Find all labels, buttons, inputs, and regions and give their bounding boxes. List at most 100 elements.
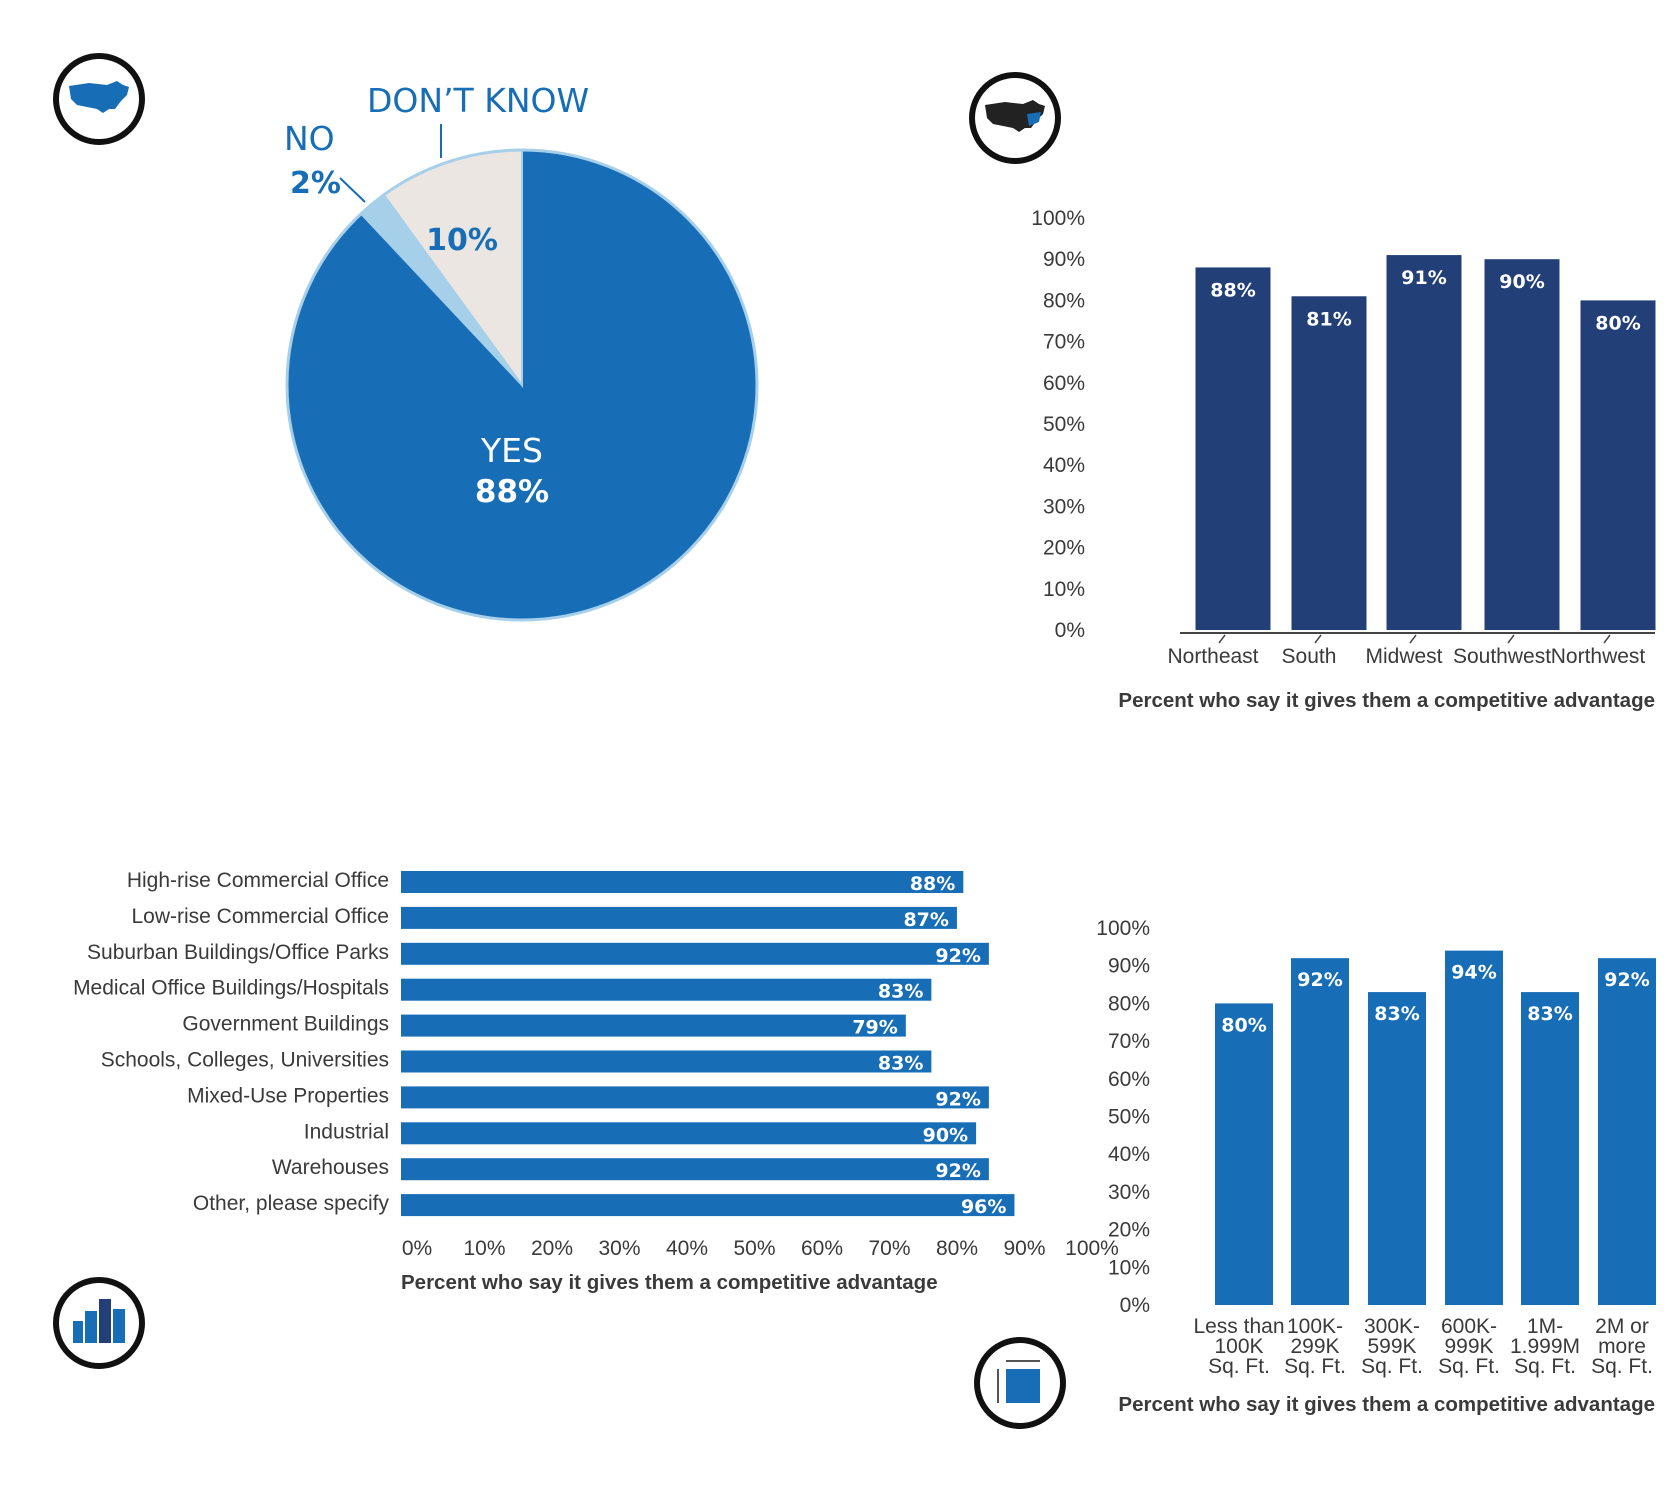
y-category-label: Suburban Buildings/Office Parks	[87, 941, 389, 964]
pie-leader-no	[339, 177, 366, 203]
bar	[1580, 300, 1656, 630]
pie-label-yes: YES	[480, 431, 543, 470]
y-tick-label: 70%	[1043, 331, 1085, 354]
bar	[1521, 992, 1579, 1305]
building-size-bar-chart: 0% 10% 20% 30% 40% 50% 60% 70% 80% 90% 100% 80% Less…	[1096, 917, 1656, 1416]
x-category-label: Southwest	[1453, 645, 1551, 668]
x-tick-mark	[1409, 634, 1417, 644]
bar-value-label: 88%	[1210, 279, 1255, 301]
bar	[1291, 958, 1349, 1305]
bar	[401, 1050, 932, 1073]
pie-label-no: NO	[284, 119, 335, 158]
bar	[1484, 259, 1560, 630]
bar-value-label: 80%	[1221, 1014, 1266, 1036]
y-category-label: Mixed-Use Properties	[187, 1084, 389, 1107]
x-category-label: Sq. Ft.	[1514, 1355, 1576, 1378]
bar	[401, 1086, 989, 1109]
x-axis-title: Percent who say it gives them a competit…	[401, 1271, 938, 1294]
x-category-label: Northeast	[1167, 645, 1258, 668]
bar-value-label: 83%	[878, 1053, 923, 1075]
x-category-label: Sq. Ft.	[1591, 1355, 1653, 1378]
x-tick-label: 80%	[936, 1237, 978, 1260]
y-tick-label: 20%	[1043, 537, 1085, 560]
pie-label-dont-know: DON’T KNOW	[367, 81, 589, 120]
x-category-label: Sq. Ft.	[1438, 1355, 1500, 1378]
pie-value-dont-know: 10%	[426, 223, 498, 258]
x-category-label: 1M-	[1527, 1315, 1563, 1338]
x-category-label: 599K	[1367, 1335, 1416, 1358]
bar	[401, 1158, 989, 1181]
y-tick-label: 60%	[1043, 372, 1085, 395]
y-category-label: Industrial	[304, 1120, 389, 1143]
pie-chart: YES 88% NO 2% DON’T KNOW 10%	[284, 81, 759, 622]
bar-value-label: 83%	[1374, 1003, 1419, 1025]
bar-value-label: 87%	[903, 909, 948, 931]
x-tick-label: 20%	[531, 1237, 573, 1260]
pie-value-yes: 88%	[475, 474, 549, 510]
x-tick-mark	[1507, 634, 1515, 644]
x-axis-title: Percent who say it gives them a competit…	[1118, 1393, 1655, 1416]
us-map-icon	[53, 53, 145, 145]
bar-value-label: 96%	[961, 1196, 1006, 1218]
y-category-label: Medical Office Buildings/Hospitals	[73, 977, 389, 1000]
x-tick-label: 0%	[402, 1237, 432, 1260]
y-category-label: High-rise Commercial Office	[127, 869, 389, 892]
x-tick-label: 70%	[868, 1237, 910, 1260]
x-tick-label: 40%	[666, 1237, 708, 1260]
y-tick-label: 80%	[1043, 289, 1085, 312]
x-category-label: 2M or	[1595, 1315, 1649, 1338]
y-category-label: Warehouses	[272, 1156, 389, 1179]
x-category-label: Northwest	[1551, 645, 1646, 668]
x-category-label: Midwest	[1365, 645, 1442, 668]
region-bar-chart: 0% 10% 20% 30% 40% 50% 60% 70% 80% 90% 100% 88% Nort…	[1031, 207, 1656, 712]
bar	[401, 942, 989, 965]
pie-value-no: 2%	[290, 166, 341, 201]
y-tick-label: 70%	[1108, 1030, 1150, 1053]
y-tick-label: 40%	[1043, 454, 1085, 477]
x-axis-title: Percent who say it gives them a competit…	[1118, 689, 1655, 712]
y-tick-label: 100%	[1031, 207, 1085, 230]
y-tick-label: 50%	[1043, 413, 1085, 436]
y-tick-label: 10%	[1043, 578, 1085, 601]
y-tick-label: 10%	[1108, 1256, 1150, 1279]
bar-value-label: 92%	[1604, 969, 1649, 991]
bar	[1291, 296, 1367, 630]
bar-value-label: 88%	[910, 873, 955, 895]
bar-value-label: 92%	[935, 945, 980, 967]
y-tick-label: 90%	[1108, 955, 1150, 978]
x-category-label: 600K-	[1441, 1315, 1497, 1338]
x-category-label: South	[1282, 645, 1337, 668]
bar	[1598, 958, 1656, 1305]
x-category-label: 100K-	[1287, 1315, 1343, 1338]
bar	[1195, 267, 1271, 630]
bar-value-label: 92%	[1297, 969, 1342, 991]
x-tick-label: 90%	[1003, 1237, 1045, 1260]
x-tick-label: 30%	[598, 1237, 640, 1260]
bar-value-label: 92%	[935, 1160, 980, 1182]
x-tick-label: 60%	[801, 1237, 843, 1260]
y-tick-label: 50%	[1108, 1106, 1150, 1129]
y-category-label: Other, please specify	[193, 1192, 390, 1215]
x-category-label: Less than	[1193, 1315, 1284, 1338]
x-category-label: 999K	[1444, 1335, 1493, 1358]
bar-value-label: 91%	[1401, 267, 1446, 289]
y-tick-label: 80%	[1108, 992, 1150, 1015]
x-category-label: Sq. Ft.	[1361, 1355, 1423, 1378]
us-map-dark-icon	[969, 72, 1061, 164]
pie-outline	[285, 148, 759, 622]
y-tick-label: 40%	[1108, 1143, 1150, 1166]
x-category-label: 100K	[1214, 1335, 1263, 1358]
bar-value-label: 83%	[878, 981, 923, 1003]
bar	[1215, 1003, 1273, 1305]
bar	[1368, 992, 1426, 1305]
x-category-label: 300K-	[1364, 1315, 1420, 1338]
x-tick-mark	[1603, 634, 1611, 644]
bar-value-label: 83%	[1527, 1003, 1572, 1025]
y-tick-label: 0%	[1055, 619, 1085, 642]
buildings-icon	[53, 1277, 145, 1369]
y-category-label: Schools, Colleges, Universities	[101, 1049, 389, 1072]
y-tick-label: 60%	[1108, 1068, 1150, 1091]
x-tick-mark	[1314, 634, 1322, 644]
bar-value-label: 79%	[852, 1017, 897, 1039]
